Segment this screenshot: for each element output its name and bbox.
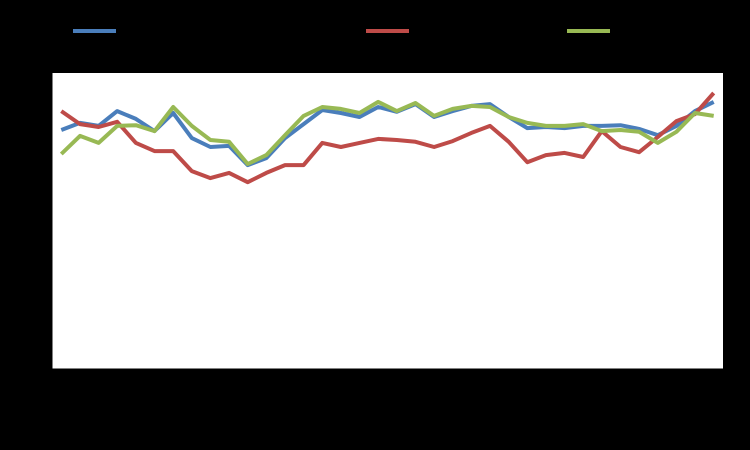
series-line <box>60 100 715 168</box>
series-line <box>60 91 716 185</box>
plot-area <box>52 73 723 369</box>
series-line <box>59 99 715 166</box>
